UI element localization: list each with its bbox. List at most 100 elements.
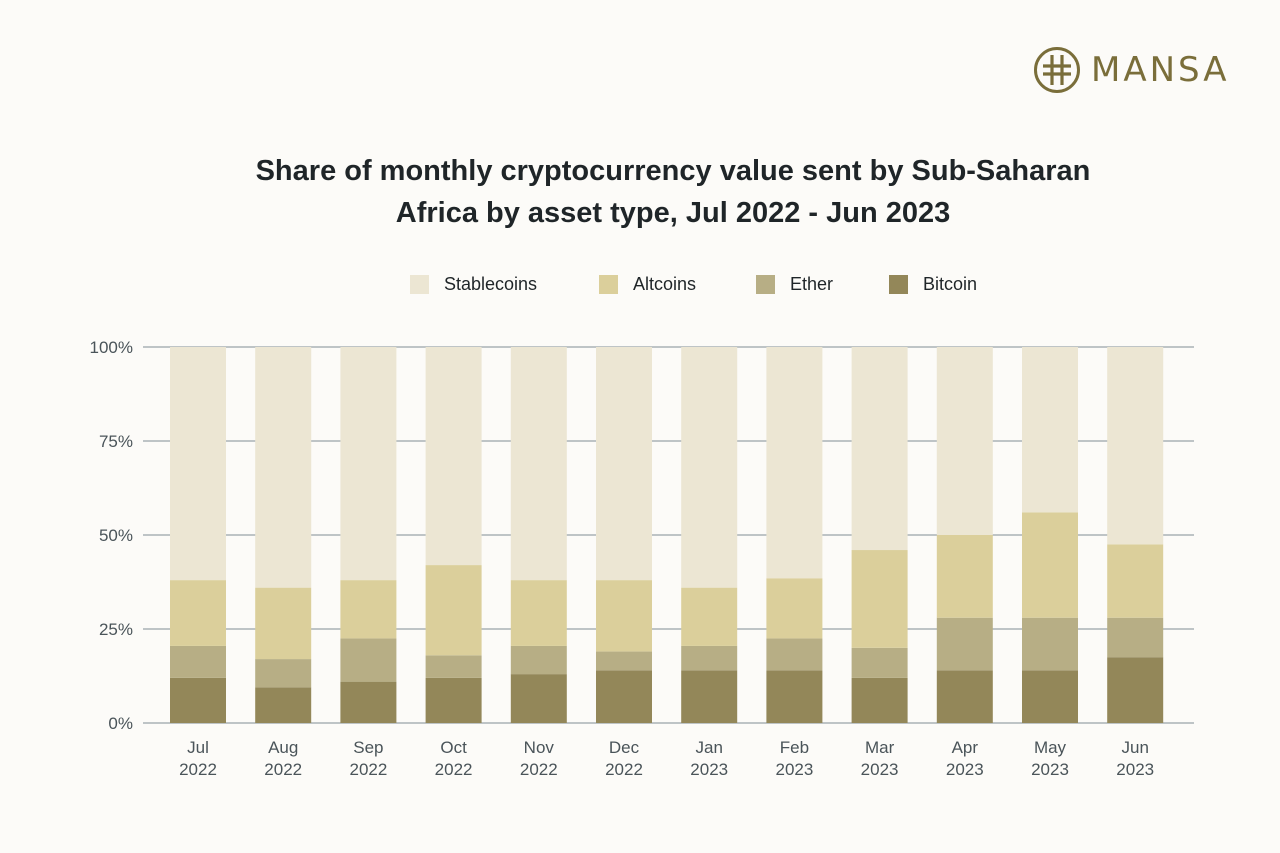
bar-segment-bitcoin <box>1107 657 1164 723</box>
bar-segment-stablecoins <box>681 347 738 588</box>
legend-item-stablecoins: Stablecoins <box>410 270 537 298</box>
bar-segment-bitcoin <box>851 677 908 723</box>
bar-segment-bitcoin <box>510 674 567 723</box>
x-tick-label: 2023 <box>861 760 899 779</box>
bar-segment-ether <box>766 638 823 671</box>
bar-segment-altcoins <box>766 578 823 639</box>
x-tick-label: Sep <box>353 738 383 757</box>
bar-segment-altcoins <box>1022 512 1078 618</box>
bar-segment-bitcoin <box>681 670 738 723</box>
x-tick-label: Oct <box>440 738 467 757</box>
bar-segment-altcoins <box>596 580 652 652</box>
bar-segment-ether <box>510 645 567 675</box>
bar-segment-altcoins <box>170 580 226 646</box>
x-tick-label: 2022 <box>349 760 387 779</box>
bar-segment-bitcoin <box>255 687 312 723</box>
x-axis-ticks: Jul 2022 Aug 2022 Sep 2022 Oct 2022 Nov 2022 Dec 20… <box>179 738 1154 779</box>
bar-segment-ether <box>851 647 908 678</box>
legend-swatch-bitcoin <box>889 274 908 294</box>
y-tick-label: 75% <box>99 432 133 451</box>
chart-title-line-1: Share of monthly cryptocurrency value se… <box>255 155 1091 187</box>
bar-segment-ether <box>170 645 226 678</box>
legend-item-altcoins: Altcoins <box>599 270 696 298</box>
bar-segment-altcoins <box>510 580 567 646</box>
bar-segment-bitcoin <box>340 681 397 723</box>
bars <box>170 347 1164 723</box>
bar-segment-stablecoins <box>425 347 482 566</box>
x-tick-label: Feb <box>780 738 809 757</box>
x-tick-label: 2022 <box>605 760 643 779</box>
x-tick-label: Jun <box>1121 738 1148 757</box>
x-tick-label: Nov <box>524 738 555 757</box>
bar-segment-stablecoins <box>1107 347 1164 545</box>
legend-item-bitcoin: Bitcoin <box>889 270 977 298</box>
bar-segment-ether <box>1022 617 1078 671</box>
legend-swatch-altcoins <box>599 274 618 294</box>
bar-segment-bitcoin <box>596 670 652 723</box>
bar-segment-ether <box>425 655 482 678</box>
x-tick-label: 2023 <box>775 760 813 779</box>
bar-segment-bitcoin <box>936 670 993 723</box>
bar-segment-ether <box>936 617 993 671</box>
x-tick-label: 2022 <box>264 760 302 779</box>
chart-title: Share of monthly cryptocurrency value se… <box>140 150 1206 234</box>
bar-segment-ether <box>681 645 738 671</box>
bar-segment-stablecoins <box>340 347 397 581</box>
bar-segment-altcoins <box>340 580 397 639</box>
x-tick-label: May <box>1034 738 1067 757</box>
x-tick-label: 2022 <box>179 760 217 779</box>
bar-segment-stablecoins <box>255 347 312 588</box>
bar-segment-ether <box>1107 617 1164 658</box>
legend-label-altcoins: Altcoins <box>633 273 697 294</box>
chart-legend: Stablecoins Altcoins Ether Bitcoin <box>0 270 1280 298</box>
x-tick-label: 2022 <box>435 760 473 779</box>
bar-segment-stablecoins <box>851 347 908 551</box>
gridlines <box>143 346 1194 724</box>
mansa-logo-icon <box>1034 47 1080 93</box>
x-tick-label: 2022 <box>520 760 558 779</box>
legend-label-stablecoins: Stablecoins <box>444 273 538 294</box>
x-tick-label: Dec <box>609 738 640 757</box>
y-tick-label: 0% <box>108 714 133 733</box>
y-axis-ticks: 0% 25% 50% 75% 100% <box>90 338 133 733</box>
legend-item-ether: Ether <box>756 270 833 298</box>
x-tick-label: Jan <box>695 738 722 757</box>
y-tick-label: 25% <box>99 620 133 639</box>
x-tick-label: Mar <box>865 738 895 757</box>
bar-segment-altcoins <box>255 587 312 660</box>
x-tick-label: 2023 <box>690 760 728 779</box>
y-tick-label: 100% <box>90 338 133 357</box>
x-tick-label: 2023 <box>946 760 984 779</box>
bar-segment-stablecoins <box>1022 347 1078 513</box>
x-tick-label: 2023 <box>1031 760 1069 779</box>
chart-title-line-2: Africa by asset type, Jul 2022 - Jun 202… <box>395 197 951 229</box>
x-tick-label: 2023 <box>1116 760 1154 779</box>
legend-swatch-stablecoins <box>410 274 429 294</box>
brand-name: MANSA <box>1091 50 1230 90</box>
bar-segment-stablecoins <box>766 347 823 579</box>
brand-logo: MANSA <box>1033 45 1230 95</box>
bar-segment-ether <box>596 651 652 671</box>
x-tick-label: Apr <box>952 738 979 757</box>
x-tick-label: Jul <box>187 738 209 757</box>
bar-segment-stablecoins <box>596 347 652 581</box>
bar-segment-ether <box>340 638 397 682</box>
bar-segment-bitcoin <box>1022 670 1078 723</box>
bar-segment-stablecoins <box>170 347 226 581</box>
bar-segment-ether <box>255 659 312 688</box>
bar-segment-bitcoin <box>425 677 482 723</box>
legend-label-bitcoin: Bitcoin <box>923 273 978 294</box>
bar-segment-altcoins <box>851 550 908 648</box>
bar-segment-stablecoins <box>936 347 993 535</box>
bar-segment-bitcoin <box>766 670 823 723</box>
legend-swatch-ether <box>756 274 775 294</box>
x-tick-label: Aug <box>268 738 298 757</box>
bar-segment-stablecoins <box>510 347 567 581</box>
bar-segment-altcoins <box>681 587 738 646</box>
bar-segment-altcoins <box>936 535 993 618</box>
y-tick-label: 50% <box>99 526 133 545</box>
legend-label-ether: Ether <box>790 273 834 294</box>
bar-segment-bitcoin <box>170 677 226 723</box>
